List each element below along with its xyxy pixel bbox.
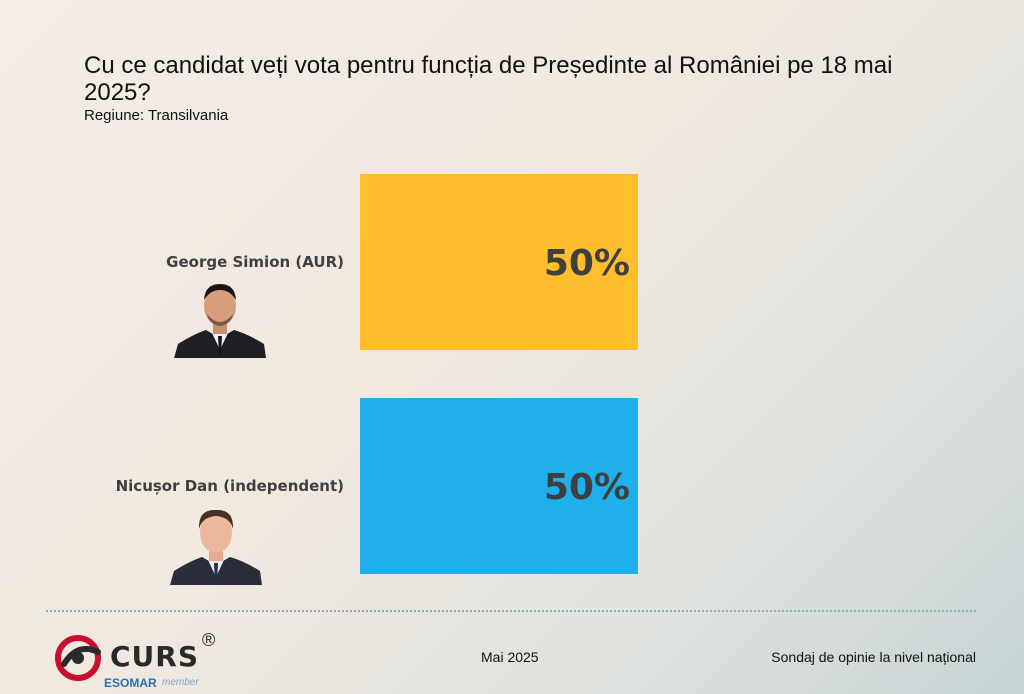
bar-chart: 50% George Simion (AUR) 50% Nicușor Dan (in… <box>116 174 638 574</box>
footer-note: Sondaj de opinie la nivel național <box>771 649 976 665</box>
logo-registered-mark: ® <box>202 630 216 650</box>
logo-esomar: ESOMAR <box>104 676 157 690</box>
chart-title: Cu ce candidat veți vota pentru funcția … <box>84 52 893 106</box>
bar-value-label-2: 50% <box>544 467 630 508</box>
bar-1 <box>360 174 638 350</box>
curs-logo: CURS ® ESOMAR member <box>52 630 232 690</box>
category-label-1: George Simion (AUR) <box>166 253 344 271</box>
chart-subtitle: Regiune: Transilvania <box>84 107 229 124</box>
candidate-photo-george-simion <box>174 278 266 358</box>
curs-logo-icon <box>55 635 101 681</box>
footer-date: Mai 2025 <box>481 649 539 665</box>
logo-wordmark: CURS <box>110 640 200 673</box>
footer-divider <box>46 610 976 612</box>
candidate-photo-nicusor-dan <box>170 505 262 585</box>
chart-header: Cu ce candidat veți vota pentru funcția … <box>84 52 964 124</box>
bar-value-label-1: 50% <box>544 243 630 284</box>
category-label-2: Nicușor Dan (independent) <box>116 477 344 495</box>
logo-member: member <box>162 677 199 688</box>
bar-2 <box>360 398 638 574</box>
